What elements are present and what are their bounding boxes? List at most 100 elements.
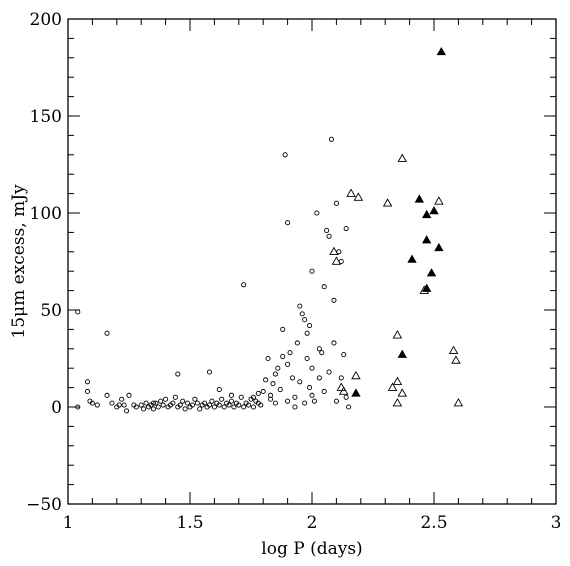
x-tick-label: 2.5 bbox=[420, 513, 447, 533]
y-tick-label: 150 bbox=[30, 107, 62, 127]
open-circle-point bbox=[241, 404, 247, 410]
open-circle-point bbox=[160, 402, 166, 408]
y-tick-label: 200 bbox=[30, 10, 62, 30]
open-circle-point bbox=[282, 152, 288, 158]
x-axis-label: log P (days) bbox=[261, 539, 362, 559]
open-triangle-point bbox=[397, 388, 408, 397]
open-triangle-point bbox=[392, 330, 403, 339]
open-circle-point bbox=[289, 375, 296, 381]
open-circle-point bbox=[292, 394, 298, 400]
tick-labels: 1 1.5 2 2.5 3 −50 0 50 100 150 200 bbox=[26, 10, 561, 533]
open-circle-point bbox=[231, 404, 237, 410]
open-circle-point bbox=[180, 398, 186, 404]
open-circle-point bbox=[226, 402, 232, 408]
x-tick-label: 1 bbox=[63, 513, 74, 533]
open-circle-point bbox=[228, 392, 235, 398]
open-circle-point bbox=[206, 402, 213, 408]
open-circle-point bbox=[287, 350, 293, 356]
filled-triangle-point bbox=[421, 209, 432, 219]
open-circle-point bbox=[297, 303, 303, 309]
open-circle-point bbox=[275, 365, 281, 371]
open-circle-point bbox=[307, 385, 313, 391]
open-circle-point bbox=[155, 404, 161, 410]
open-circle-point bbox=[206, 369, 213, 375]
y-axis-label: 15μm excess, mJy bbox=[9, 184, 29, 339]
open-circle-point bbox=[216, 386, 222, 393]
filled-triangle-point bbox=[421, 283, 432, 292]
open-circle-point bbox=[309, 268, 315, 274]
open-circle-point bbox=[250, 404, 256, 410]
open-circle-point bbox=[319, 350, 325, 356]
filled-triangle-point bbox=[414, 194, 425, 203]
open-circle-point bbox=[331, 297, 337, 303]
open-circle-point bbox=[150, 406, 156, 412]
open-circle-point bbox=[175, 371, 181, 377]
open-circle-point bbox=[202, 400, 208, 406]
x-tick-label: 3 bbox=[551, 513, 562, 533]
open-circle-point bbox=[326, 233, 332, 239]
open-circle-point bbox=[246, 402, 252, 408]
open-circle-point bbox=[321, 284, 327, 290]
open-circle-point bbox=[238, 394, 244, 400]
filled-triangle-point bbox=[426, 268, 437, 277]
open-circle-point bbox=[133, 404, 139, 410]
open-circle-point bbox=[84, 388, 91, 395]
open-circle-point bbox=[304, 355, 310, 362]
y-tick-label: 100 bbox=[30, 204, 62, 224]
open-circle-point bbox=[94, 402, 100, 408]
open-triangle-point bbox=[382, 198, 393, 207]
y-tick-label: 50 bbox=[40, 301, 62, 321]
open-circle-point bbox=[216, 402, 222, 408]
open-circle-point bbox=[250, 394, 256, 400]
open-circle-point bbox=[297, 379, 303, 385]
open-circle-point bbox=[185, 400, 191, 406]
open-circle-point bbox=[141, 406, 147, 412]
open-circle-point bbox=[150, 400, 156, 406]
open-circle-point bbox=[138, 402, 144, 408]
open-triangle-point bbox=[331, 256, 342, 265]
open-circle-point bbox=[153, 400, 159, 406]
open-triangle-point bbox=[387, 382, 398, 391]
open-circle-point bbox=[104, 392, 110, 398]
open-circle-point bbox=[314, 210, 320, 216]
open-circle-point bbox=[294, 340, 300, 346]
open-circle-point bbox=[267, 396, 274, 402]
open-circle-point bbox=[172, 394, 178, 400]
filled-triangle-point bbox=[351, 388, 361, 397]
open-triangle-point bbox=[453, 398, 464, 407]
open-circle-point bbox=[304, 330, 310, 336]
open-circle-point bbox=[163, 396, 169, 402]
y-tick-label: −50 bbox=[26, 495, 62, 515]
open-triangle-point bbox=[434, 196, 444, 205]
open-circle-point bbox=[265, 355, 271, 362]
open-circle-point bbox=[124, 408, 130, 414]
open-circle-point bbox=[316, 346, 322, 352]
open-circle-point bbox=[341, 352, 347, 358]
open-circle-point bbox=[321, 388, 327, 395]
open-circle-point bbox=[309, 365, 315, 371]
open-circle-point bbox=[236, 402, 242, 408]
open-circle-point bbox=[109, 400, 115, 406]
filled-triangle-point bbox=[436, 46, 447, 56]
open-circle-point bbox=[333, 200, 339, 206]
open-circle-point bbox=[346, 404, 352, 410]
open-circle-point bbox=[258, 402, 264, 408]
open-circle-point bbox=[255, 390, 261, 396]
open-circle-point bbox=[192, 396, 198, 402]
open-circle-point bbox=[316, 375, 322, 381]
open-circle-point bbox=[228, 398, 235, 404]
open-triangle-point bbox=[448, 345, 459, 354]
open-circle-point bbox=[104, 330, 110, 336]
plot-frame bbox=[67, 18, 557, 505]
x-tick-label: 1.5 bbox=[176, 513, 203, 533]
open-triangle-point bbox=[336, 382, 347, 391]
open-circle-point bbox=[241, 282, 247, 288]
open-circle-point bbox=[280, 326, 286, 332]
open-circle-point bbox=[209, 398, 215, 404]
data-points bbox=[75, 46, 464, 414]
open-circle-point bbox=[270, 381, 276, 387]
open-circle-point bbox=[119, 396, 125, 402]
open-circle-point bbox=[89, 400, 95, 406]
open-triangle-point bbox=[397, 153, 408, 162]
